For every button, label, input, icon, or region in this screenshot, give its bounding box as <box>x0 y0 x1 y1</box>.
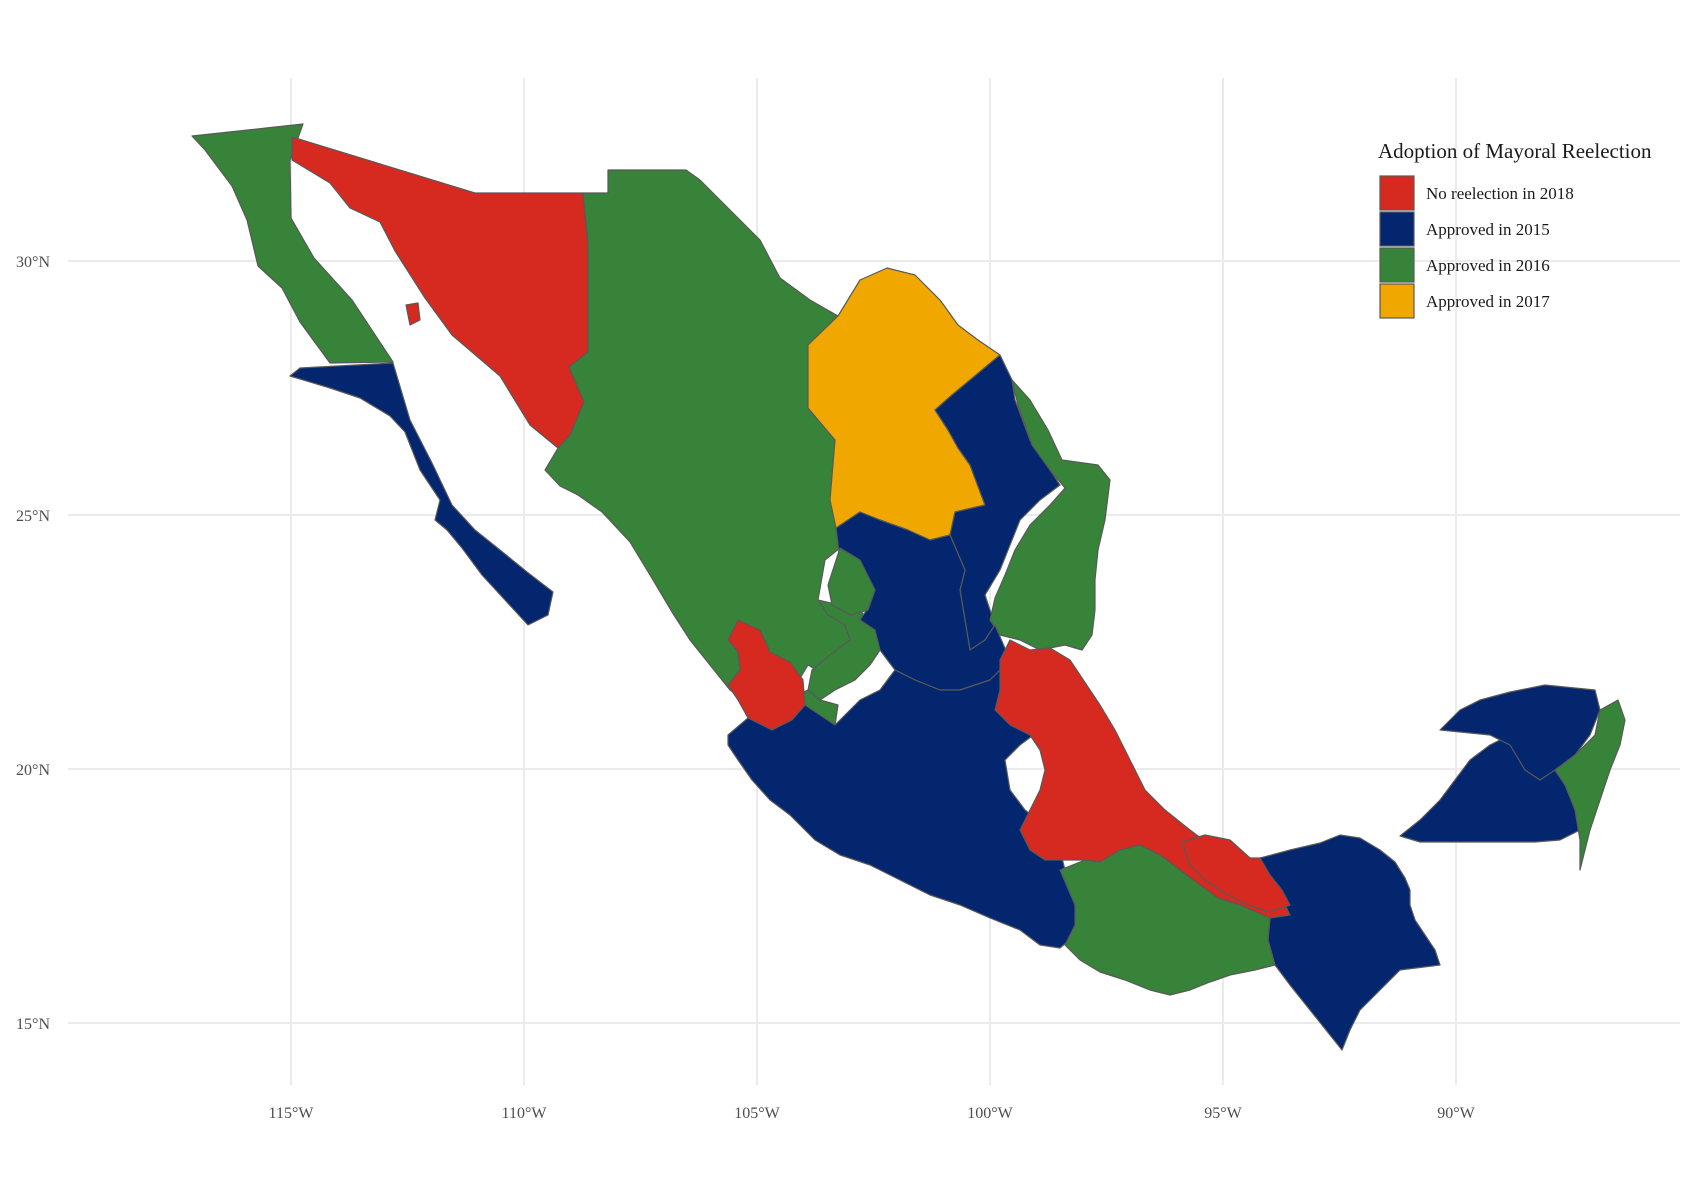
legend-key <box>1379 211 1415 247</box>
legend-key <box>1379 247 1415 283</box>
state-region <box>1554 699 1626 871</box>
state-region <box>1259 834 1441 1051</box>
legend-label: Approved in 2016 <box>1426 256 1550 275</box>
legend-label: No reelection in 2018 <box>1426 184 1574 203</box>
state-regions <box>191 123 1626 1051</box>
x-tick-label: 110°W <box>502 1105 548 1122</box>
state-region <box>405 302 421 326</box>
state-region <box>544 169 869 719</box>
y-tick-label: 30°N <box>16 254 50 271</box>
legend-label: Approved in 2017 <box>1426 292 1550 311</box>
state-region <box>191 123 394 364</box>
state-region <box>1059 844 1276 996</box>
state-region <box>1439 684 1601 781</box>
state-region <box>827 547 876 616</box>
legend-label: Approved in 2015 <box>1426 220 1550 239</box>
x-tick-label: 105°W <box>734 1105 780 1122</box>
legend-key <box>1379 283 1415 319</box>
y-tick-label: 20°N <box>16 762 50 779</box>
state-region <box>289 362 554 626</box>
legend: Adoption of Mayoral Reelection No reelec… <box>1378 139 1652 319</box>
axis-tick-labels: 115°W 110°W 105°W 100°W 95°W 90°W 15°N 20°N 25°N… <box>16 254 1476 1122</box>
legend-key <box>1379 175 1415 211</box>
x-tick-label: 90°W <box>1437 1105 1475 1122</box>
legend-title: Adoption of Mayoral Reelection <box>1378 139 1652 163</box>
state-region <box>1181 834 1291 913</box>
x-tick-label: 115°W <box>269 1105 315 1122</box>
y-tick-label: 15°N <box>16 1016 50 1033</box>
x-tick-label: 95°W <box>1204 1105 1242 1122</box>
x-tick-label: 100°W <box>967 1105 1013 1122</box>
y-tick-label: 25°N <box>16 508 50 525</box>
